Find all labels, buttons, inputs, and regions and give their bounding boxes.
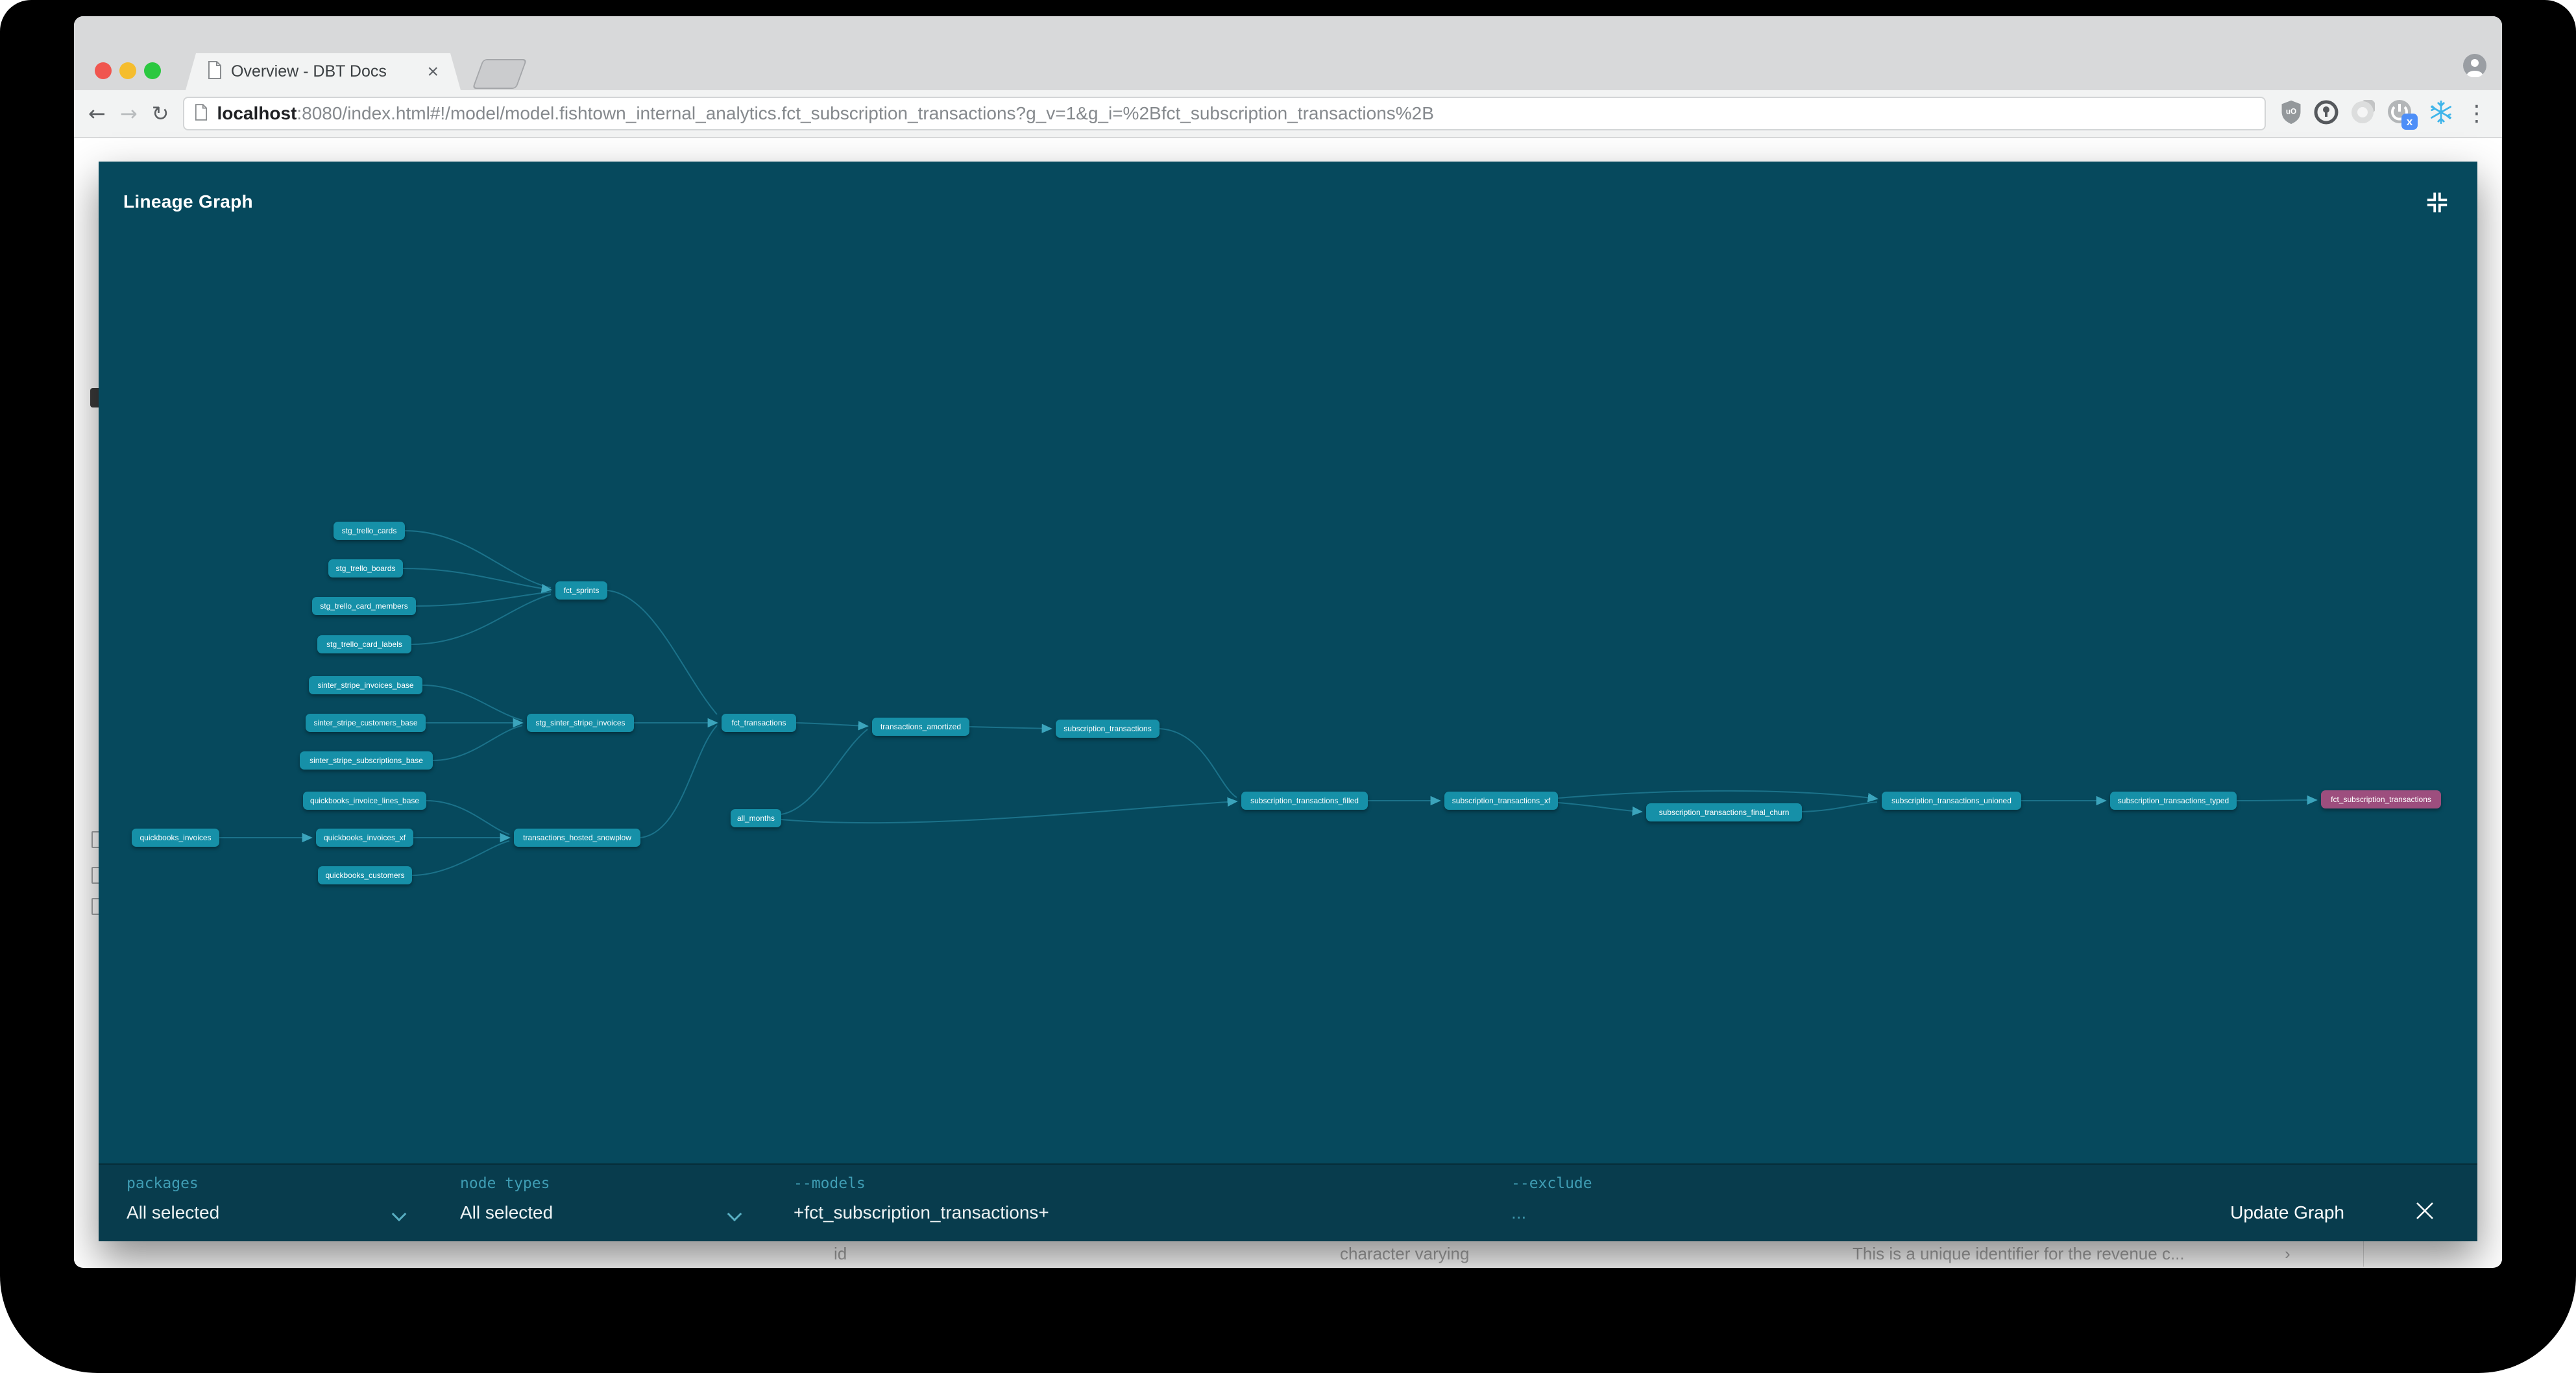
url-host: localhost (217, 103, 297, 123)
page-icon (195, 103, 208, 124)
x-badge: x (2401, 114, 2418, 130)
graph-node-transactions-hosted-snowplow[interactable]: transactions_hosted_snowplow (514, 829, 640, 847)
lineage-graph-canvas: stg_trello_cards stg_trello_boards stg_t… (99, 162, 2477, 1163)
node-types-filter-label: node types (460, 1175, 550, 1192)
graph-node-stg-trello-card-labels[interactable]: stg_trello_card_labels (317, 635, 411, 653)
forward-button-icon[interactable]: → (119, 101, 138, 126)
url-path: :8080/index.html#!/model/model.fishtown_… (297, 103, 1434, 123)
svg-text:uO: uO (2286, 107, 2296, 115)
tab-close-icon[interactable]: × (427, 60, 439, 82)
browser-window: Overview - DBT Docs × ← → ↻ localhost:80… (74, 16, 2502, 1268)
chevron-down-icon[interactable] (391, 1206, 407, 1222)
lineage-edges (219, 530, 2318, 876)
lineage-graph-overlay: Lineage Graph (99, 162, 2477, 1241)
url-text: localhost:8080/index.html#!/model/model.… (217, 103, 1433, 124)
url-bar[interactable]: localhost:8080/index.html#!/model/model.… (183, 97, 2266, 130)
graph-node-fct-sprints[interactable]: fct_sprints (555, 581, 607, 600)
models-filter-input[interactable]: +fct_subscription_transactions+ (794, 1202, 1049, 1222)
reload-button-icon[interactable]: ↻ (151, 101, 169, 126)
browser-tab[interactable]: Overview - DBT Docs × (186, 53, 461, 90)
bg-row-chevron-icon: › (2285, 1244, 2290, 1263)
graph-node-stg-sinter-stripe-invoices[interactable]: stg_sinter_stripe_invoices (527, 714, 634, 732)
graph-filter-bar: packages All selected node types All sel… (99, 1163, 2477, 1241)
profile-avatar-icon[interactable] (2463, 54, 2486, 78)
graph-node-subscription-transactions-filled[interactable]: subscription_transactions_filled (1241, 792, 1368, 810)
graph-node-stg-trello-card-members[interactable]: stg_trello_card_members (312, 597, 416, 615)
graph-node-subscription-transactions[interactable]: subscription_transactions (1056, 720, 1160, 738)
bg-table-cell-type: character varying (1340, 1244, 1470, 1263)
back-button-icon[interactable]: ← (88, 101, 106, 126)
exclude-filter-input[interactable]: ... (1511, 1202, 1527, 1222)
packages-filter-select[interactable]: All selected (127, 1202, 220, 1222)
browser-menu-icon[interactable]: ⋮ (2466, 101, 2488, 127)
overlay-title: Lineage Graph (123, 191, 253, 212)
graph-node-fct-subscription-transactions-selected[interactable]: fct_subscription_transactions (2321, 790, 2441, 808)
new-tab-button[interactable] (472, 59, 528, 89)
bg-table-cell-description: This is a unique identifier for the reve… (1853, 1244, 2185, 1263)
generic-extension-circle-icon[interactable] (2350, 98, 2376, 128)
graph-node-subscription-transactions-final-churn[interactable]: subscription_transactions_final_churn (1646, 803, 1802, 821)
snowflake-icon[interactable] (2428, 99, 2454, 128)
packages-filter-label: packages (127, 1175, 199, 1192)
graph-node-stg-trello-cards[interactable]: stg_trello_cards (334, 522, 405, 540)
graph-node-stg-trello-boards[interactable]: stg_trello_boards (328, 559, 403, 577)
exclude-filter-label: --exclude (1511, 1175, 1592, 1192)
graph-node-fct-transactions[interactable]: fct_transactions (722, 714, 796, 732)
graph-node-sinter-stripe-customers-base[interactable]: sinter_stripe_customers_base (306, 714, 426, 732)
graph-node-subscription-transactions-unioned[interactable]: subscription_transactions_unioned (1882, 792, 2021, 810)
extension-power-x-badge-icon[interactable]: x (2387, 99, 2418, 130)
graph-node-sinter-stripe-subscriptions-base[interactable]: sinter_stripe_subscriptions_base (300, 751, 433, 770)
graph-node-quickbooks-invoices[interactable]: quickbooks_invoices (132, 829, 219, 847)
graph-node-subscription-transactions-typed[interactable]: subscription_transactions_typed (2110, 792, 2237, 810)
models-filter-label: --models (794, 1175, 866, 1192)
graph-node-transactions-amortized[interactable]: transactions_amortized (872, 718, 969, 736)
bg-table-cell-name: id (834, 1244, 847, 1263)
close-overlay-icon[interactable] (2414, 1200, 2436, 1222)
traffic-light-minimize-button[interactable] (119, 62, 136, 79)
traffic-light-close-button[interactable] (95, 62, 112, 79)
graph-node-quickbooks-invoices-xf[interactable]: quickbooks_invoices_xf (316, 829, 413, 847)
onepassword-keyhole-icon[interactable] (2314, 100, 2339, 128)
node-types-filter-select[interactable]: All selected (460, 1202, 553, 1222)
tab-strip: Overview - DBT Docs × (74, 16, 2502, 90)
graph-node-subscription-transactions-xf[interactable]: subscription_transactions_xf (1444, 792, 1558, 810)
bg-table-border (2363, 1241, 2364, 1267)
tab-title: Overview - DBT Docs (231, 62, 387, 80)
update-graph-button[interactable]: Update Graph (2230, 1202, 2344, 1222)
graph-node-quickbooks-customers[interactable]: quickbooks_customers (318, 866, 412, 884)
graph-node-sinter-stripe-invoices-base[interactable]: sinter_stripe_invoices_base (309, 676, 422, 694)
collapse-graph-icon[interactable] (2425, 190, 2449, 215)
extension-icons: uO x ⋮ (2280, 98, 2488, 130)
graph-node-quickbooks-invoice-lines-base[interactable]: quickbooks_invoice_lines_base (303, 792, 426, 810)
docs-page: id character varying This is a unique id… (74, 138, 2502, 1267)
browser-toolbar: ← → ↻ localhost:8080/index.html#!/model/… (74, 90, 2502, 138)
traffic-light-zoom-button[interactable] (144, 62, 161, 79)
chevron-down-icon[interactable] (727, 1206, 742, 1222)
page-icon (208, 61, 222, 82)
ublock-shield-icon[interactable]: uO (2280, 100, 2302, 128)
graph-node-all-months[interactable]: all_months (731, 809, 781, 827)
